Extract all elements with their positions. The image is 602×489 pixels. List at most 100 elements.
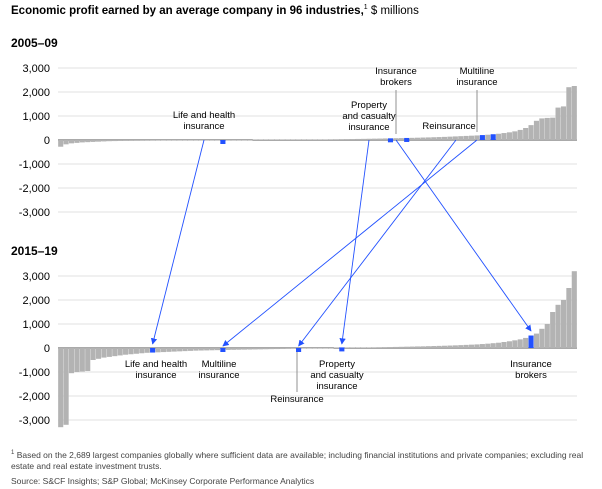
bar (177, 140, 183, 141)
chart-canvas: 3,000 2,000 1,000 0 -1,000 -2,000 -3,000 3,000 2… (19, 63, 577, 428)
bar (290, 139, 296, 140)
bar (560, 300, 567, 348)
label-multiline-bottom: Multiline insurance (198, 359, 239, 381)
y-tick-label: -3,000 (19, 207, 50, 219)
bar (317, 139, 323, 140)
chart-title-text: Economic profit earned by an average com… (11, 4, 364, 17)
bar (447, 345, 453, 348)
bar (231, 140, 237, 141)
bar (117, 348, 123, 356)
bar (431, 137, 437, 140)
bar (479, 344, 485, 348)
bar (90, 140, 96, 142)
bar (539, 328, 545, 348)
bar (550, 117, 556, 140)
bar (160, 348, 166, 353)
bar (106, 140, 112, 142)
label-insurance-brokers-top: Insurance brokers (375, 66, 417, 88)
panel-title-2005-09: 2005–09 (11, 36, 58, 50)
arrow-property-and-casualty-insurance (339, 139, 370, 345)
bar (279, 348, 285, 349)
bar (204, 140, 210, 141)
bar (252, 348, 258, 350)
bar (301, 139, 307, 140)
bar (360, 138, 367, 140)
bar (187, 140, 194, 141)
bar (117, 140, 123, 141)
bar (344, 139, 350, 140)
bar (236, 140, 242, 141)
bar (193, 140, 199, 141)
bar (328, 139, 334, 140)
bar (225, 140, 231, 141)
y-tick-label: 2,000 (22, 295, 50, 307)
bar (274, 139, 280, 140)
bar (123, 140, 129, 141)
bar (247, 140, 253, 141)
bar (517, 339, 523, 348)
bar (496, 342, 502, 348)
bar (350, 139, 356, 140)
bar (360, 347, 367, 348)
label-property-casualty-top: Property and casualty insurance (342, 100, 396, 133)
bar (74, 140, 80, 143)
highlight-bar (479, 135, 485, 140)
bar (290, 348, 296, 349)
bar (258, 348, 264, 350)
bar (441, 345, 448, 348)
bar (193, 348, 199, 351)
bar (501, 133, 507, 140)
bar (214, 140, 221, 141)
bar (517, 129, 523, 140)
label-life-health-top: Life and health insurance (173, 110, 235, 132)
highlight-bar (220, 348, 226, 352)
bar (241, 348, 248, 350)
bar (296, 139, 302, 140)
bar (166, 140, 172, 141)
highlight-bar (387, 138, 394, 143)
chart-title: Economic profit earned by an average com… (11, 4, 419, 17)
bar (366, 138, 372, 140)
label-life-health-bottom: Life and health insurance (125, 359, 187, 381)
bar (128, 348, 134, 355)
bar (566, 288, 572, 348)
y-tick-label: -3,000 (19, 415, 50, 427)
bar (571, 271, 577, 348)
bar (214, 348, 221, 351)
highlight-bar (528, 335, 534, 348)
bar (79, 348, 85, 372)
bar (285, 139, 291, 140)
bar (506, 132, 512, 140)
bar (231, 348, 237, 350)
bar (198, 140, 204, 141)
bar (90, 348, 96, 360)
source-note: Source: S&CF Insights; S&P Global; McKin… (11, 476, 315, 486)
bar (258, 139, 264, 140)
bar (268, 348, 275, 350)
bar (469, 344, 475, 348)
bar (458, 136, 464, 140)
bar (252, 139, 258, 140)
bar (144, 140, 150, 141)
y-tick-label: -2,000 (19, 183, 50, 195)
bar (409, 137, 415, 140)
bar (236, 348, 242, 350)
footnote-text: Based on the 2,689 largest companies glo… (11, 449, 584, 471)
bar (312, 139, 318, 140)
bar (204, 348, 210, 351)
bar (101, 348, 107, 358)
bar (312, 348, 318, 349)
footnote: 1 Based on the 2,689 largest companies g… (11, 448, 586, 472)
bar (393, 346, 399, 348)
bar (306, 348, 312, 349)
bar (533, 333, 540, 348)
bar (431, 346, 437, 348)
bar (344, 347, 350, 348)
bar (490, 343, 496, 348)
bar (155, 140, 161, 141)
bar (101, 140, 107, 142)
bar (544, 117, 550, 140)
bar (393, 138, 399, 140)
bar (528, 125, 534, 140)
bar (58, 348, 64, 428)
